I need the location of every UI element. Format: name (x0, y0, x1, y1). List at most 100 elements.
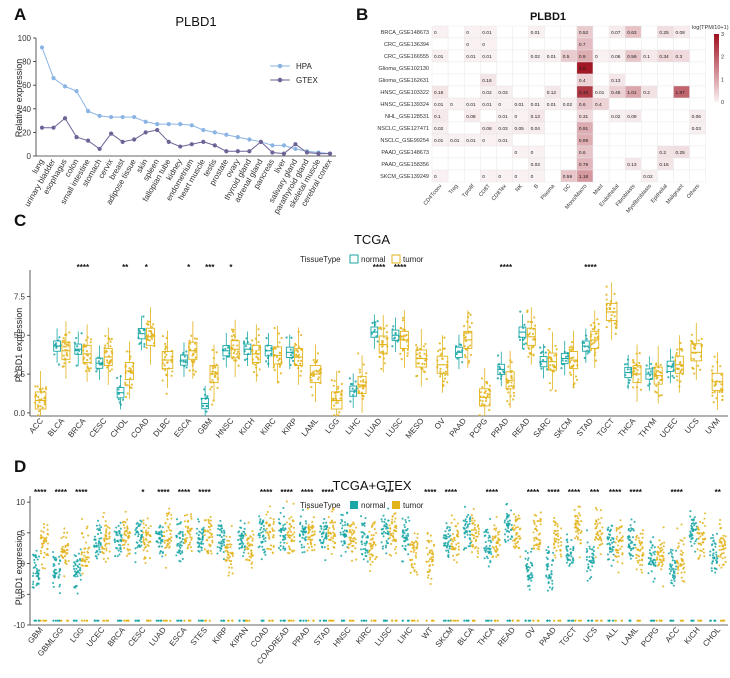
panel-c-point (401, 335, 404, 338)
panel-d-point (647, 557, 650, 560)
panel-d-point (556, 525, 559, 528)
panel-d-point (416, 532, 419, 535)
panel-d-point (640, 568, 643, 571)
panel-d-point (416, 573, 419, 576)
panel-d-point (373, 520, 376, 523)
panel-c-point (378, 327, 381, 330)
panel-d-point (279, 534, 282, 537)
panel-d-point (186, 520, 189, 523)
panel-d-point (163, 535, 166, 538)
panel-c-point (439, 370, 442, 373)
panel-d-floor-point (600, 619, 603, 622)
panel-d-point (65, 536, 68, 539)
panel-d-point (121, 543, 125, 547)
panel-d-point (464, 518, 467, 521)
panel-c-point (68, 331, 71, 334)
panel-d-floor-point (222, 619, 225, 622)
panel-a-point (224, 132, 229, 137)
panel-c-point (636, 369, 639, 372)
panel-d-point (621, 552, 624, 555)
panel-c-point (524, 342, 528, 345)
panel-b-cell (528, 37, 545, 51)
panel-d-point (565, 561, 568, 564)
panel-c-point (597, 322, 600, 326)
panel-d-point (40, 563, 44, 566)
panel-b-cell (560, 157, 578, 171)
panel-a-y-tick-label: 40 (22, 105, 31, 114)
panel-d-point (362, 558, 365, 561)
panel-d-floor-point (395, 619, 398, 622)
panel-d-point (681, 551, 685, 554)
panel-d-floor-point (649, 619, 652, 622)
panel-d-point (713, 557, 716, 560)
panel-d-point (503, 538, 506, 541)
panel-d-point (227, 553, 230, 556)
panel-c-point (115, 376, 119, 380)
panel-d-point (410, 540, 414, 544)
panel-c-point (569, 373, 573, 376)
panel-d-floor-point (442, 619, 446, 622)
panel-c-point (272, 366, 275, 369)
panel-d-point (514, 520, 517, 523)
panel-c-point (138, 331, 142, 334)
panel-c-point (57, 363, 61, 366)
panel-d-floor-point (699, 619, 702, 622)
panel-d-point (489, 517, 492, 521)
panel-d-point (230, 543, 233, 546)
panel-b-cell-value: 0.01 (434, 138, 444, 144)
panel-d-floor-point (43, 619, 46, 622)
panel-d-point (284, 547, 287, 550)
panel-d-point (413, 569, 416, 573)
panel-d-point (76, 592, 79, 595)
panel-a-point (247, 137, 252, 142)
panel-d-point (126, 525, 129, 528)
panel-d-point (497, 533, 500, 536)
panel-d-point (514, 526, 518, 529)
panel-d-point (407, 534, 410, 537)
panel-d-point (407, 516, 410, 519)
panel-d-point (204, 530, 207, 533)
panel-c-x-tick-label: ESCA (172, 416, 193, 439)
panel-d-point (485, 545, 488, 548)
panel-c-point (533, 324, 537, 327)
panel-d-point (599, 553, 602, 556)
panel-c-point (110, 368, 114, 371)
panel-c-point (605, 326, 608, 329)
panel-c-point (335, 402, 338, 405)
panel-d-floor-point (472, 619, 475, 622)
panel-c-box-chart: TCGA PLBD1 expression TissueType normal tu… (14, 232, 728, 440)
panel-b-cell-value: 0.01 (466, 54, 476, 60)
panel-c-legend-tumor-label: tumor (403, 255, 424, 264)
panel-c-point (697, 339, 700, 342)
panel-d-point (553, 546, 556, 549)
panel-d-point (99, 550, 102, 554)
panel-b-cell (657, 133, 674, 147)
panel-d-point (394, 552, 398, 555)
panel-d-point (268, 537, 271, 540)
panel-c-point (655, 362, 658, 365)
panel-d-point (197, 534, 200, 537)
panel-b-cell (464, 73, 481, 87)
panel-d-point (403, 536, 406, 539)
panel-d-point (293, 549, 296, 552)
panel-d-point (578, 556, 581, 559)
panel-d-point (547, 545, 550, 549)
panel-d-point (425, 546, 428, 550)
panel-d-point (46, 542, 50, 545)
panel-d-point (382, 514, 385, 517)
panel-c-point (424, 359, 427, 362)
panel-d-point (211, 541, 214, 544)
panel-c-point (54, 343, 57, 346)
panel-c-point (691, 366, 694, 370)
panel-d-point (710, 537, 713, 540)
panel-d-point (147, 544, 150, 548)
panel-d-point (190, 536, 193, 539)
panel-d-point (326, 544, 329, 547)
panel-d-point (505, 503, 508, 506)
panel-d-point (38, 577, 41, 580)
panel-b-cell-value: 0.16 (482, 78, 492, 84)
panel-d-x-tick-label: STAD (312, 625, 332, 647)
panel-c-point (130, 386, 133, 390)
panel-b-cell (512, 73, 529, 87)
panel-d-point (105, 524, 108, 527)
